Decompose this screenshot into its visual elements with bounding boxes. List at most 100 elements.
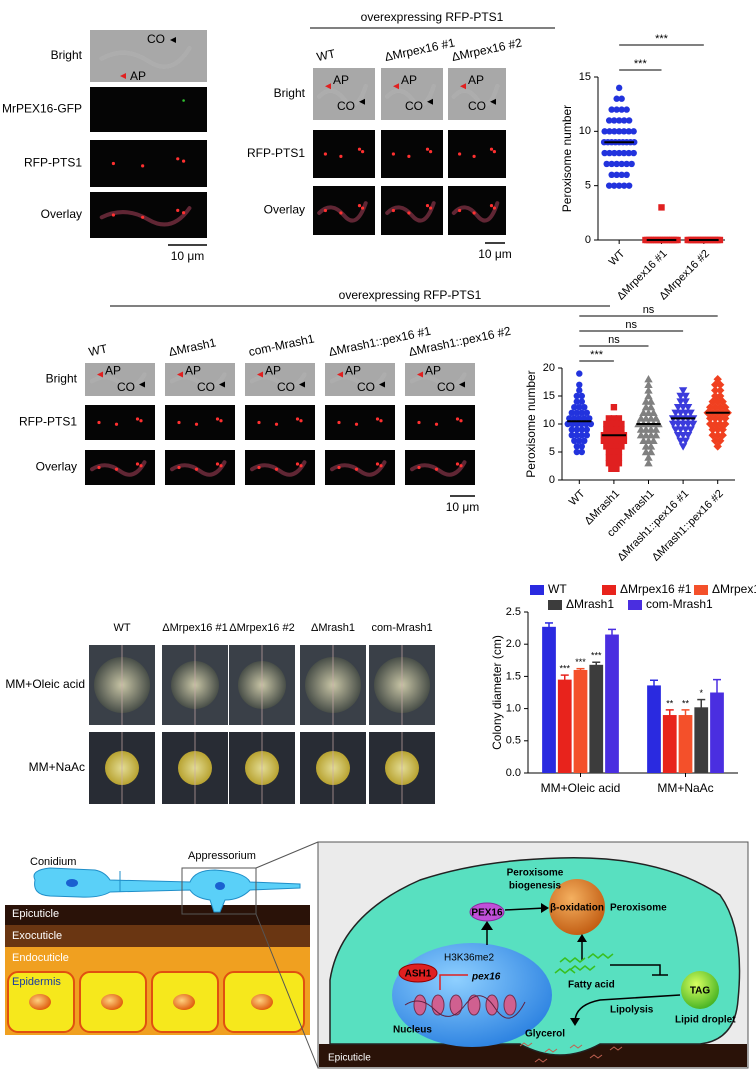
- y-tick-label: 0.0: [506, 767, 521, 779]
- data-point: [571, 415, 578, 422]
- fluorescent-spot: [337, 465, 341, 470]
- data-point: [608, 443, 615, 450]
- fluorescent-spot: [176, 157, 180, 161]
- legend-label: ΔMrpex16 #2: [712, 582, 756, 596]
- data-point: [718, 397, 727, 406]
- significance-label: ***: [591, 651, 602, 661]
- green-image: [90, 87, 207, 132]
- y-tick-label: 15: [579, 71, 591, 83]
- fluorescent-spot: [182, 159, 186, 163]
- significance-label: **: [682, 698, 690, 708]
- legend-label: ΔMrpex16 #1: [620, 582, 692, 596]
- data-point: [615, 454, 623, 461]
- x-tick-label: WT: [567, 487, 588, 508]
- layer-label: Exocuticle: [12, 930, 62, 942]
- y-tick-label: 10: [579, 125, 591, 137]
- data-point: [608, 426, 615, 433]
- structure-label: CO: [405, 99, 423, 113]
- y-tick-label: 10: [543, 418, 555, 430]
- data-point: [610, 404, 618, 411]
- arrowhead: [120, 73, 126, 79]
- legend-swatch: [694, 585, 708, 595]
- data-point: [581, 404, 588, 411]
- data-point: [708, 397, 717, 406]
- data-point: [623, 160, 630, 168]
- y-tick-label: 1.5: [506, 670, 521, 682]
- data-point: [605, 415, 613, 422]
- nucleosome: [413, 994, 427, 1016]
- data-point: [587, 420, 595, 428]
- legend-swatch: [530, 585, 544, 595]
- data-point: [713, 431, 722, 440]
- x-tick-label: MM+Oleic acid: [541, 781, 621, 795]
- row-label: Bright: [274, 86, 306, 100]
- fluorescent-spot: [375, 417, 380, 421]
- data-point: [721, 419, 730, 429]
- fluorescent-spot: [407, 211, 411, 215]
- data-point: [644, 375, 653, 383]
- y-axis-label: Peroxisome number: [560, 105, 574, 212]
- fluorescent-spot: [219, 419, 223, 423]
- glycerol-molecule: [544, 1048, 558, 1053]
- data-point: [721, 403, 730, 412]
- red-image: [90, 140, 207, 187]
- fluorescent-spot: [177, 465, 181, 470]
- structure-label: AP: [425, 363, 441, 377]
- y-tick-label: 0: [585, 234, 591, 246]
- legend-swatch: [548, 600, 562, 610]
- fluorescent-spot: [257, 420, 261, 425]
- data-point: [573, 426, 580, 433]
- bar: [694, 707, 709, 773]
- data-point: [706, 419, 715, 429]
- data-point: [578, 432, 585, 439]
- data-point: [608, 171, 615, 178]
- chain: [554, 968, 576, 974]
- arrowhead: [481, 921, 493, 930]
- fluorescent-spot: [455, 417, 460, 421]
- y-tick-label: 1.0: [506, 703, 521, 715]
- significance-label: ***: [634, 58, 648, 70]
- data-point: [615, 460, 623, 467]
- data-point: [613, 106, 620, 113]
- transcription-arrow: [439, 974, 468, 990]
- significance-label: ***: [559, 663, 570, 673]
- data-point: [610, 454, 618, 461]
- structure-label: AP: [265, 363, 281, 377]
- data-point: [713, 425, 722, 434]
- red-image: [245, 405, 315, 440]
- fluorescent-spot: [357, 147, 362, 151]
- data-point: [583, 420, 590, 428]
- fluorescent-spot: [274, 467, 279, 471]
- data-point: [630, 149, 637, 157]
- appressorium-label: Appressorium: [188, 850, 256, 862]
- row-label: MrPEX16-GFP: [2, 102, 82, 116]
- fluorescent-spot: [357, 204, 362, 208]
- hypha: [99, 206, 192, 227]
- arrow: [504, 907, 546, 911]
- structure-label: CO: [147, 32, 165, 46]
- data-point: [681, 392, 690, 401]
- data-point: [631, 139, 638, 146]
- arrowhead: [393, 83, 399, 90]
- data-point: [610, 117, 618, 124]
- fluorescent-spot: [354, 422, 359, 426]
- fluorescent-spot: [141, 164, 145, 168]
- data-point: [706, 414, 715, 423]
- red-image: [448, 130, 506, 178]
- data-point: [620, 117, 628, 124]
- data-point: [601, 128, 608, 135]
- arrowhead: [257, 371, 263, 378]
- fluorescent-spot: [459, 464, 463, 468]
- legend-swatch: [602, 585, 616, 595]
- arrowhead: [459, 381, 465, 388]
- data-point: [603, 426, 610, 433]
- data-point: [611, 128, 618, 135]
- zoom-line: [255, 841, 319, 869]
- significance-label: ***: [575, 657, 586, 667]
- data-point: [623, 106, 630, 113]
- structure-label: CO: [357, 380, 375, 394]
- data-point: [569, 420, 576, 428]
- y-axis-label: Colony diameter (cm): [490, 635, 504, 750]
- arrowhead: [577, 934, 587, 942]
- data-point: [623, 171, 630, 178]
